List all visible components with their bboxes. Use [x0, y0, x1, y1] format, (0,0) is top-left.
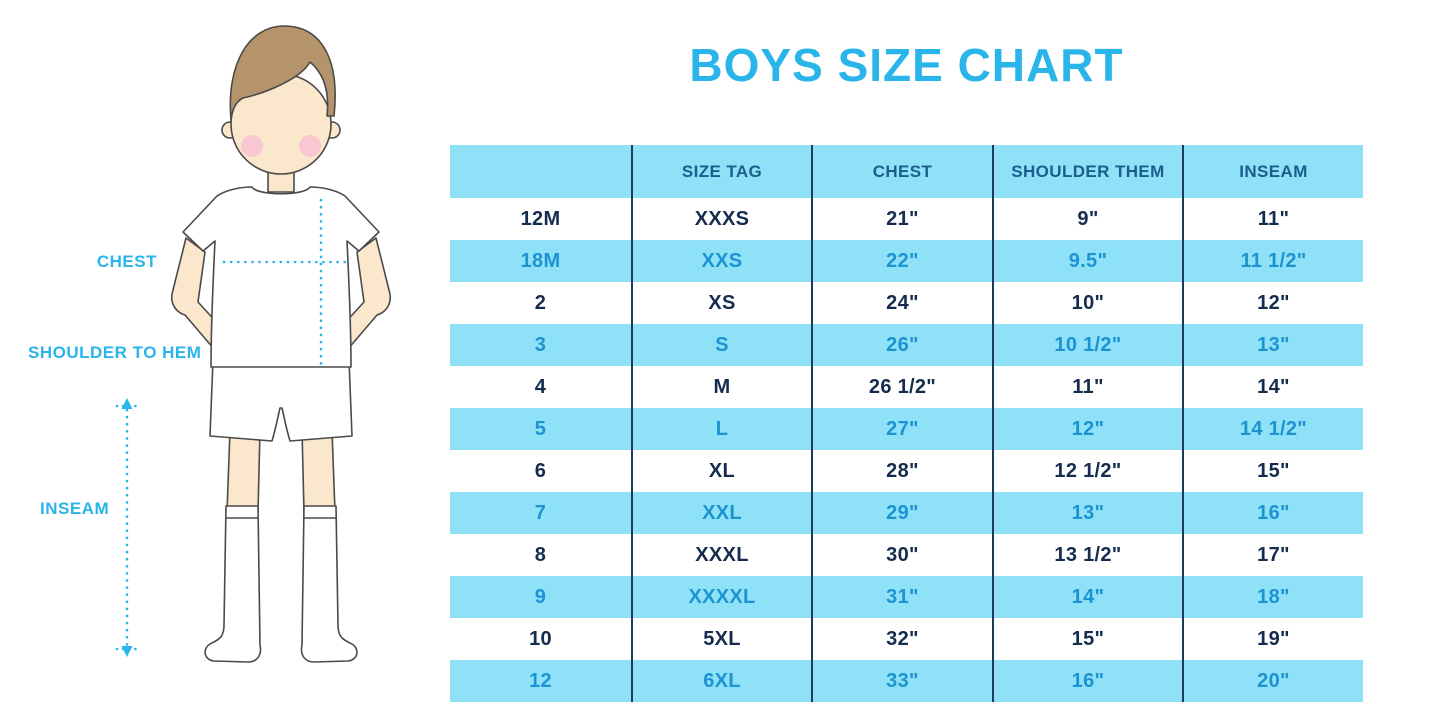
blush-right: [299, 135, 321, 157]
table-cell: M: [631, 366, 812, 408]
inseam-arrow-icons: [121, 398, 133, 657]
table-cell: 4: [450, 366, 632, 408]
table-row: 10 5XL 32" 15" 19": [450, 618, 1363, 660]
table-cell: 9": [992, 198, 1183, 240]
table-cell: 6: [450, 450, 632, 492]
table-cell: 2: [450, 282, 632, 324]
table-cell: 13": [1182, 324, 1363, 366]
table-cell: 7: [450, 492, 632, 534]
table-cell: 12: [450, 660, 632, 702]
chest-label: CHEST: [96, 252, 157, 271]
table-cell: 19": [1182, 618, 1363, 660]
table-cell: 5XL: [631, 618, 812, 660]
inseam-arrow-down-icon: [121, 646, 133, 657]
table-row: 7 XXL 29" 13" 16": [450, 492, 1363, 534]
table-row: 18M XXS 22" 9.5" 11 1/2": [450, 240, 1363, 282]
table-cell: 13": [992, 492, 1183, 534]
table-cell: 6XL: [631, 660, 812, 702]
table-cell: 12M: [450, 198, 632, 240]
table-cell: XL: [631, 450, 812, 492]
table-row: 12M XXXS 21" 9" 11": [450, 198, 1363, 240]
table-cell: 20": [1182, 660, 1363, 702]
table-row: 4 M 26 1/2" 11" 14": [450, 366, 1363, 408]
right-leg: [301, 429, 336, 513]
table-header-row: SIZE TAG CHEST SHOULDER THEM INSEAM: [450, 145, 1363, 198]
inseam-label: INSEAM: [40, 499, 110, 518]
table-row: 2 XS 24" 10" 12": [450, 282, 1363, 324]
column-header-shoulder: SHOULDER THEM: [992, 145, 1183, 198]
table-cell: 3: [450, 324, 632, 366]
table-cell: 13 1/2": [992, 534, 1183, 576]
table-cell: 32": [811, 618, 993, 660]
boy-illustration: [115, 25, 392, 663]
table-cell: 17": [1182, 534, 1363, 576]
table-row: 9 XXXXL 31" 14" 18": [450, 576, 1363, 618]
hair: [229, 25, 336, 121]
table-cell: 10": [992, 282, 1183, 324]
table-row: 8 XXXL 30" 13 1/2" 17": [450, 534, 1363, 576]
column-header-inseam: INSEAM: [1182, 145, 1363, 198]
table-cell: 16": [1182, 492, 1363, 534]
right-sock: [300, 505, 358, 663]
table-cell: 12 1/2": [992, 450, 1183, 492]
shirt: [182, 186, 380, 368]
page-title: BOYS SIZE CHART: [689, 39, 1124, 91]
table-cell: 14": [992, 576, 1183, 618]
table-cell: 9.5": [992, 240, 1183, 282]
table-row: 6 XL 28" 12 1/2" 15": [450, 450, 1363, 492]
table-cell: 29": [811, 492, 993, 534]
column-header-size-tag: SIZE TAG: [631, 145, 812, 198]
table-cell: 11": [1182, 198, 1363, 240]
table-cell: XXXXL: [631, 576, 812, 618]
table-cell: XXXL: [631, 534, 812, 576]
table-cell: 22": [811, 240, 993, 282]
table-cell: 16": [992, 660, 1183, 702]
table-cell: 26": [811, 324, 993, 366]
table-cell: 10 1/2": [992, 324, 1183, 366]
left-leg: [226, 429, 261, 513]
table-cell: 27": [811, 408, 993, 450]
table-cell: 15": [1182, 450, 1363, 492]
table-cell: 24": [811, 282, 993, 324]
blush-left: [241, 135, 263, 157]
table-row: 12 6XL 33" 16" 20": [450, 660, 1363, 702]
size-table: SIZE TAG CHEST SHOULDER THEM INSEAM 12M …: [450, 145, 1363, 702]
table-cell: XS: [631, 282, 812, 324]
table-cell: 12": [1182, 282, 1363, 324]
table-cell: 9: [450, 576, 632, 618]
table-cell: 21": [811, 198, 993, 240]
table-cell: 15": [992, 618, 1183, 660]
table-cell: 11": [992, 366, 1183, 408]
shorts: [209, 359, 353, 442]
table-cell: 12": [992, 408, 1183, 450]
table-row: 5 L 27" 12" 14 1/2": [450, 408, 1363, 450]
measure-lines: [115, 198, 349, 651]
inseam-arrow-up-icon: [121, 398, 133, 409]
table-cell: 18M: [450, 240, 632, 282]
table-cell: 14 1/2": [1182, 408, 1363, 450]
table-cell: 5: [450, 408, 632, 450]
table-row: 3 S 26" 10 1/2" 13": [450, 324, 1363, 366]
table-cell: 11 1/2": [1182, 240, 1363, 282]
table-cell: 10: [450, 618, 632, 660]
table-cell: S: [631, 324, 812, 366]
table-cell: 14": [1182, 366, 1363, 408]
left-sock: [204, 505, 262, 663]
table-cell: 18": [1182, 576, 1363, 618]
table-cell: 33": [811, 660, 993, 702]
table-cell: XXS: [631, 240, 812, 282]
table-cell: 28": [811, 450, 993, 492]
table-cell: 8: [450, 534, 632, 576]
table-cell: XXXS: [631, 198, 812, 240]
column-header-chest: CHEST: [811, 145, 993, 198]
table-cell: XXL: [631, 492, 812, 534]
table-cell: 26 1/2": [811, 366, 993, 408]
column-header-size: [450, 145, 632, 198]
shoulder-to-hem-label: SHOULDER TO HEM: [28, 343, 202, 362]
table-cell: 30": [811, 534, 993, 576]
table-cell: 31": [811, 576, 993, 618]
table-cell: L: [631, 408, 812, 450]
